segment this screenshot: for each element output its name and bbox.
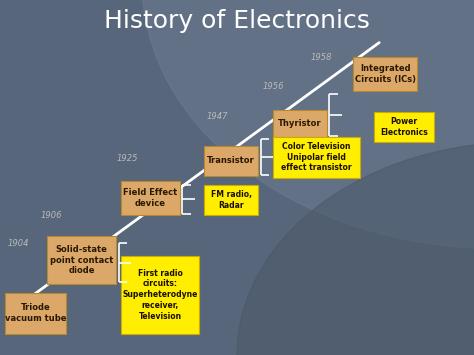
FancyBboxPatch shape <box>273 110 327 137</box>
Text: Integrated
Circuits (ICs): Integrated Circuits (ICs) <box>355 64 416 83</box>
Text: 1956: 1956 <box>263 82 284 91</box>
FancyBboxPatch shape <box>374 112 434 142</box>
Text: Field Effect
device: Field Effect device <box>123 188 178 208</box>
Text: FM radio,
Radar: FM radio, Radar <box>210 190 252 209</box>
Text: Triode
vacuum tube: Triode vacuum tube <box>5 304 66 323</box>
FancyBboxPatch shape <box>121 181 180 215</box>
Text: First radio
circuits:
Superheterodyne
receiver,
Television: First radio circuits: Superheterodyne re… <box>122 269 198 321</box>
Circle shape <box>237 142 474 355</box>
FancyBboxPatch shape <box>121 256 199 334</box>
Circle shape <box>142 0 474 248</box>
FancyBboxPatch shape <box>273 137 360 178</box>
Text: Transistor: Transistor <box>207 156 255 165</box>
FancyBboxPatch shape <box>204 146 258 176</box>
Text: Color Television
Unipolar field
effect transistor: Color Television Unipolar field effect t… <box>281 142 352 172</box>
FancyBboxPatch shape <box>47 236 116 284</box>
FancyBboxPatch shape <box>5 293 66 334</box>
Text: 1904: 1904 <box>7 240 28 248</box>
FancyBboxPatch shape <box>204 185 258 215</box>
Text: 1947: 1947 <box>206 112 228 121</box>
Text: Thyristor: Thyristor <box>278 119 322 128</box>
Text: History of Electronics: History of Electronics <box>104 9 370 33</box>
Text: 1958: 1958 <box>310 53 332 62</box>
Text: Power
Electronics: Power Electronics <box>380 117 428 137</box>
Text: 1925: 1925 <box>116 154 137 163</box>
Text: Solid-state
point contact
diode: Solid-state point contact diode <box>50 245 113 275</box>
FancyBboxPatch shape <box>353 57 417 91</box>
Text: 1906: 1906 <box>40 211 62 220</box>
